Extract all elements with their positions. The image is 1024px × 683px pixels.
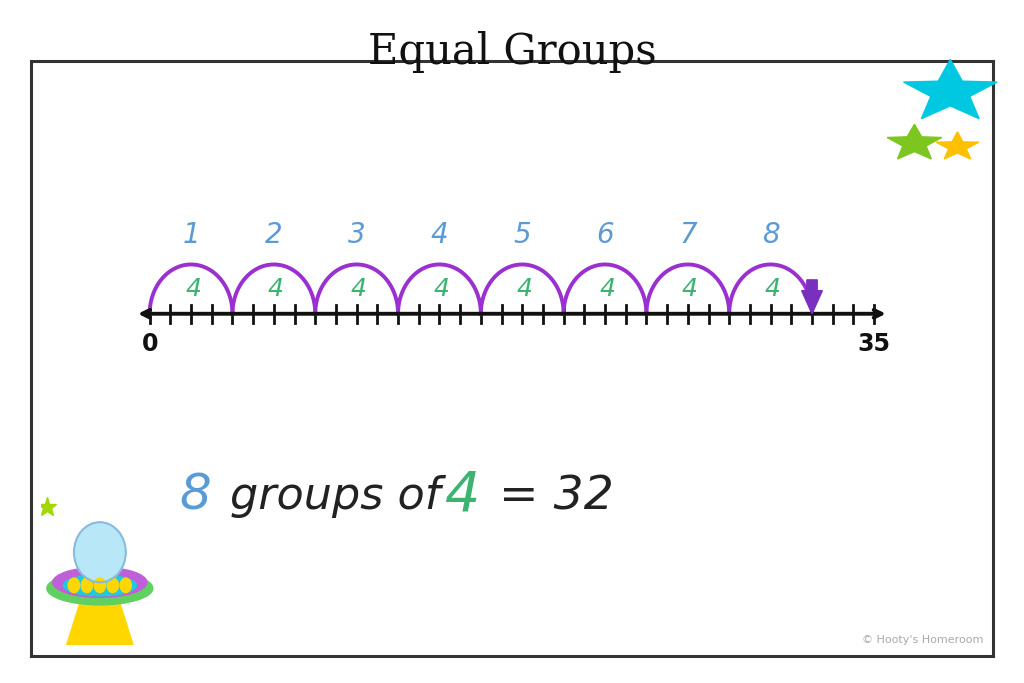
Text: 4: 4 bbox=[268, 277, 284, 301]
Text: 3: 3 bbox=[348, 221, 366, 249]
Text: 8: 8 bbox=[762, 221, 779, 249]
Text: 2: 2 bbox=[265, 221, 283, 249]
Text: © Hooty's Homeroom: © Hooty's Homeroom bbox=[861, 635, 983, 645]
Text: 4: 4 bbox=[445, 469, 480, 522]
Text: 4: 4 bbox=[682, 277, 697, 301]
FancyArrow shape bbox=[802, 280, 822, 313]
Polygon shape bbox=[67, 600, 133, 645]
Circle shape bbox=[69, 578, 80, 593]
Text: groups of: groups of bbox=[230, 475, 440, 518]
Text: 4: 4 bbox=[765, 277, 780, 301]
Circle shape bbox=[108, 578, 119, 593]
Ellipse shape bbox=[53, 568, 147, 598]
Circle shape bbox=[81, 578, 92, 593]
Text: 4: 4 bbox=[185, 277, 201, 301]
Text: 4: 4 bbox=[351, 277, 367, 301]
Text: 35: 35 bbox=[858, 332, 891, 357]
Text: 8: 8 bbox=[179, 471, 211, 519]
Text: Equal Groups: Equal Groups bbox=[368, 31, 656, 72]
Text: 4: 4 bbox=[599, 277, 615, 301]
Ellipse shape bbox=[74, 522, 126, 583]
Text: 6: 6 bbox=[596, 221, 613, 249]
Text: 4: 4 bbox=[431, 221, 449, 249]
Text: 7: 7 bbox=[679, 221, 696, 249]
Circle shape bbox=[120, 578, 131, 593]
Text: = 32: = 32 bbox=[499, 474, 613, 519]
Ellipse shape bbox=[63, 575, 136, 596]
Text: 1: 1 bbox=[182, 221, 200, 249]
Text: 5: 5 bbox=[513, 221, 531, 249]
Text: 4: 4 bbox=[433, 277, 450, 301]
Text: 4: 4 bbox=[516, 277, 532, 301]
Circle shape bbox=[94, 578, 105, 593]
Text: 0: 0 bbox=[141, 332, 158, 357]
Ellipse shape bbox=[47, 572, 153, 605]
